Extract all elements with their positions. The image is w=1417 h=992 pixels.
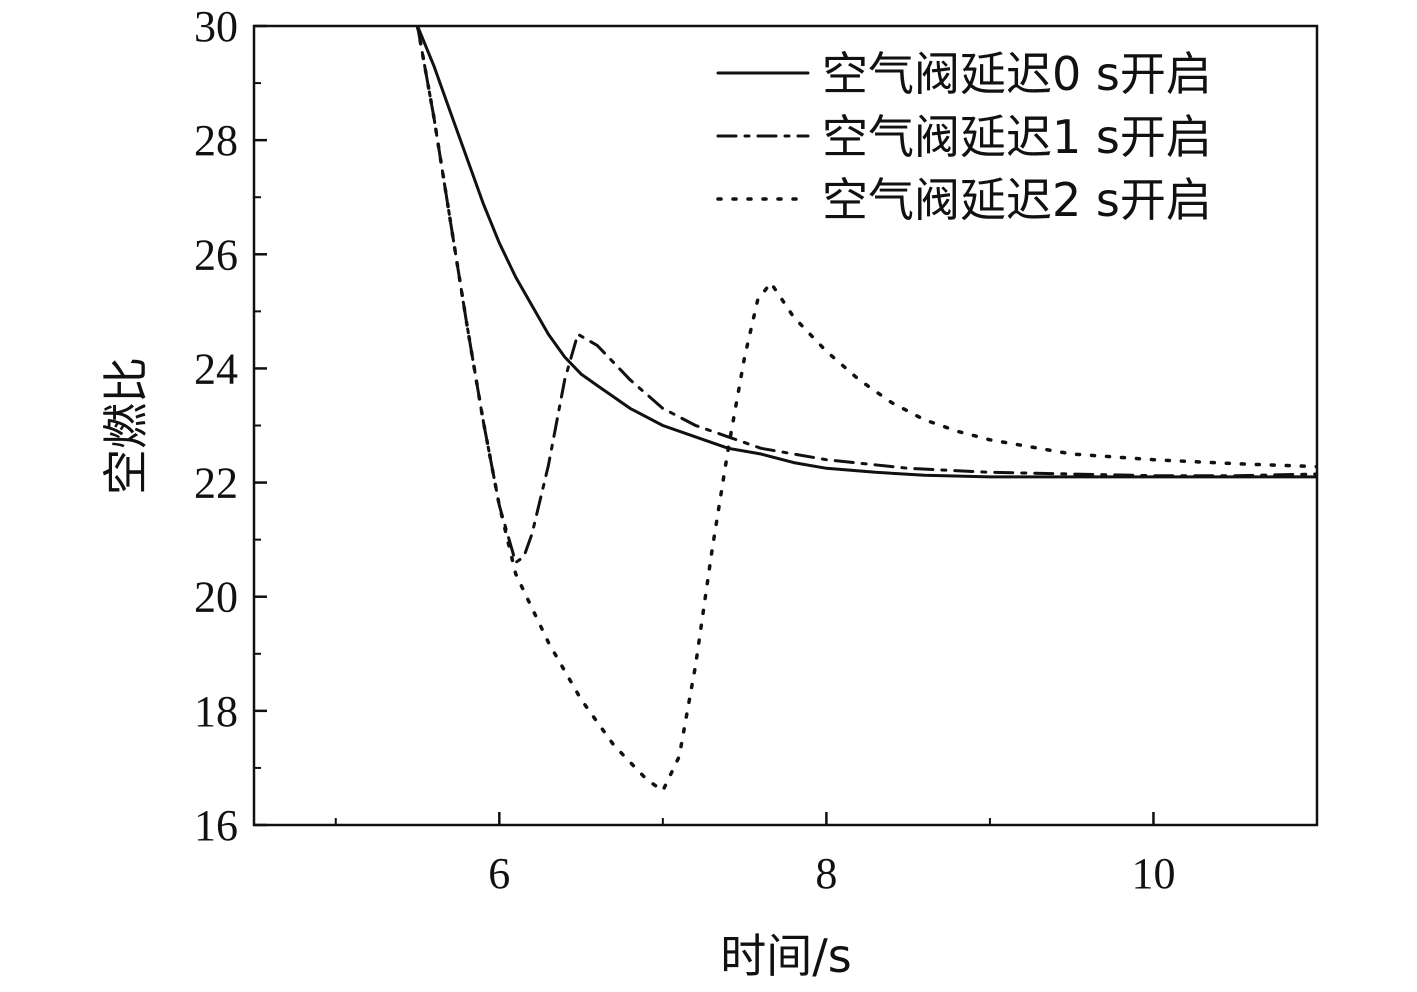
x-tick-label: 6 xyxy=(488,849,510,898)
y-tick-label: 28 xyxy=(194,116,238,165)
x-tick-label: 10 xyxy=(1131,849,1175,898)
y-tick-label: 30 xyxy=(194,2,238,51)
legend-label-0: 空气阀延迟0 s开启 xyxy=(822,47,1212,101)
y-tick-label: 26 xyxy=(194,230,238,279)
tick-layer: 16 18 20 22 24 26 28 30 6 8 10 xyxy=(194,2,1175,898)
series-line-1 xyxy=(416,26,1317,564)
x-tick-label: 8 xyxy=(815,849,837,898)
y-tick-label: 22 xyxy=(194,459,238,508)
y-tick-label: 20 xyxy=(194,573,238,622)
y-tick-label: 16 xyxy=(194,801,238,850)
y-tick-label: 18 xyxy=(194,687,238,736)
y-tick-label: 24 xyxy=(194,344,238,393)
x-axis-label: 时间/s xyxy=(720,929,851,983)
series-line-0 xyxy=(416,26,1317,479)
legend-label-1: 空气阀延迟1 s开启 xyxy=(822,110,1212,164)
legend-label-2: 空气阀延迟2 s开启 xyxy=(822,173,1212,227)
series-layer xyxy=(415,26,1317,793)
y-axis-label: 空燃比 xyxy=(99,357,153,495)
